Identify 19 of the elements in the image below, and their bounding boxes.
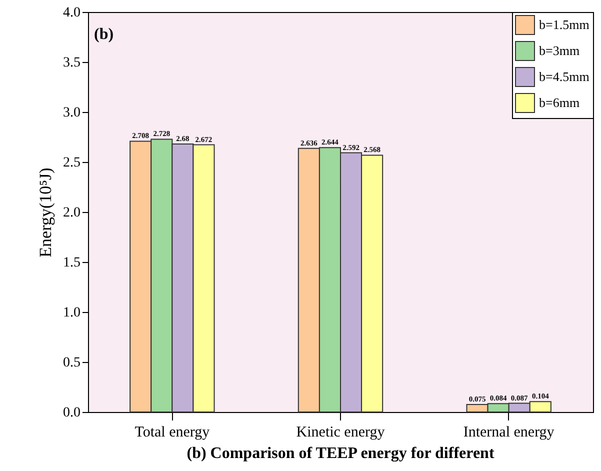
y-tick-label: 4.0 [63,6,80,20]
y-tick-label: 1.0 [63,306,80,320]
legend-label: b=1.5mm [539,17,590,32]
text: (b) Comparison of TEEP energy for different [186,445,495,462]
y-axis-title: Energy(10⁵J) [36,168,55,258]
x-tick-label: Internal energy [463,424,555,440]
annotation: (b) [94,26,114,43]
y-tick-label: 2.0 [63,206,80,220]
y-tick-label: 2.5 [63,156,80,170]
y-tick-label: 1.5 [63,256,80,270]
legend-label: b=6mm [539,95,580,110]
y-tick-label: 0.0 [63,406,80,420]
y-tick-label: 3.5 [63,56,80,70]
y-tick-label: 3.0 [63,106,80,120]
y-tick-label: 0.5 [63,356,80,370]
legend-label: b=4.5mm [539,69,590,84]
x-tick-label: Total energy [134,424,210,440]
legend-label: b=3mm [539,43,580,58]
x-tick-label: Kinetic energy [296,424,386,440]
